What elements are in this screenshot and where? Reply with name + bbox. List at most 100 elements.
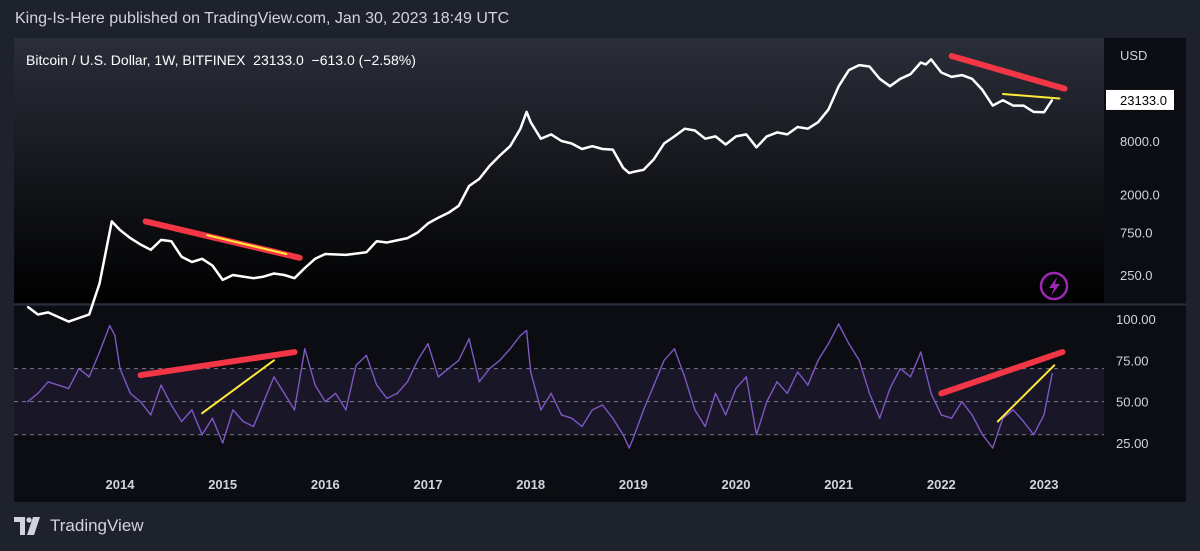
rsi-point <box>628 447 630 449</box>
price-point <box>365 251 368 254</box>
price-point <box>437 216 440 219</box>
lightning-icon[interactable] <box>1039 271 1069 301</box>
axis-labels-layer: USD 250.0 750.0 2000.0 8000.0 23133.0 100.00 75… <box>106 48 1174 492</box>
price-point <box>509 145 511 147</box>
price-point <box>293 277 296 280</box>
price-point <box>345 254 347 256</box>
time-tick-label: 2021 <box>824 477 853 492</box>
rsi-point <box>776 381 778 383</box>
rsi-point <box>858 359 860 362</box>
time-tick-label: 2022 <box>927 477 956 492</box>
rsi-point <box>109 324 111 327</box>
price-point <box>427 222 429 225</box>
symbol-legend[interactable]: Bitcoin / U.S. Dollar, 1W, BITFINEX 2313… <box>26 52 416 68</box>
rsi-point <box>817 359 819 362</box>
rsi-point <box>540 409 542 411</box>
rsi-point <box>324 400 327 403</box>
price-point <box>406 237 409 239</box>
rsi-point <box>519 334 522 337</box>
rsi-divergence-line[interactable] <box>201 359 275 415</box>
rsi-point <box>37 392 39 395</box>
rsi-point <box>868 392 871 395</box>
price-point <box>26 305 29 308</box>
price-point <box>858 64 860 66</box>
rsi-point <box>314 384 316 386</box>
price-point <box>909 73 912 76</box>
rsi-point <box>26 400 29 403</box>
rsi-point <box>837 323 840 325</box>
price-point <box>591 145 594 147</box>
rsi-divergence-line[interactable] <box>137 349 298 379</box>
price-point <box>529 121 532 124</box>
price-divergence-line[interactable] <box>948 53 1068 92</box>
price-point <box>745 133 748 136</box>
price-point <box>242 275 244 278</box>
rsi-point <box>683 376 686 378</box>
tradingview-brand[interactable]: TradingView <box>14 516 144 536</box>
rsi-divergence-line[interactable] <box>996 364 1056 423</box>
tradingview-wordmark: TradingView <box>50 516 144 535</box>
rsi-point <box>458 359 460 362</box>
rsi-point <box>488 367 491 370</box>
time-tick-label: 2019 <box>619 477 648 492</box>
price-point <box>653 158 655 160</box>
price-tick-label: 250.0 <box>1120 268 1153 283</box>
rsi-point <box>735 387 737 390</box>
rsi-point <box>930 392 932 395</box>
price-point <box>375 240 378 242</box>
price-point <box>642 168 645 171</box>
rsi-point <box>304 348 306 350</box>
price-point <box>694 129 696 132</box>
rsi-point <box>478 381 481 383</box>
rsi-point <box>334 392 337 395</box>
time-tick-label: 2023 <box>1030 477 1059 492</box>
price-divergence-line[interactable] <box>206 234 288 256</box>
price-point <box>868 65 871 68</box>
rsi-point <box>961 400 963 403</box>
time-tick-label: 2015 <box>208 477 237 492</box>
price-point <box>550 133 552 136</box>
publisher-caption: King-Is-Here published on TradingView.co… <box>15 10 510 27</box>
price-point <box>221 279 224 281</box>
rsi-point <box>427 343 429 345</box>
time-tick-label: 2014 <box>106 477 136 492</box>
rsi-point <box>88 376 90 378</box>
rsi-point <box>170 404 173 406</box>
rsi-point <box>642 409 645 411</box>
price-point <box>416 231 419 234</box>
price-point <box>663 142 665 145</box>
price-tick-label: 750.0 <box>1120 226 1153 241</box>
price-point <box>796 126 799 128</box>
price-point <box>601 148 604 150</box>
rsi-point <box>560 414 563 416</box>
rsi-point <box>571 417 573 419</box>
rsi-point <box>673 348 676 350</box>
price-point <box>817 121 819 124</box>
price-point <box>119 229 121 231</box>
rsi-point <box>375 384 378 386</box>
rsi-point <box>355 364 357 366</box>
price-point <box>971 77 973 80</box>
chart-canvas[interactable]: USD 250.0 750.0 2000.0 8000.0 23133.0 100.00 75… <box>14 38 1186 502</box>
rsi-point <box>129 392 131 395</box>
rsi-point <box>796 371 799 373</box>
price-point <box>1022 104 1025 107</box>
price-point <box>37 313 39 316</box>
axis-background <box>1104 38 1186 502</box>
price-point <box>160 239 162 241</box>
price-point <box>622 167 624 169</box>
rsi-point <box>745 376 747 378</box>
price-point <box>525 111 528 113</box>
price-divergence-line[interactable] <box>1001 92 1061 100</box>
chart-panel[interactable]: USD 250.0 750.0 2000.0 8000.0 23133.0 100.00 75… <box>14 38 1186 502</box>
rsi-point <box>252 425 255 428</box>
rsi-divergence-line[interactable] <box>938 349 1066 397</box>
rsi-pane-background <box>14 306 1104 466</box>
rsi-tick-label: 100.00 <box>1116 312 1156 327</box>
rsi-point <box>601 404 604 406</box>
price-point <box>88 313 90 316</box>
price-point <box>899 77 902 80</box>
rsi-point <box>345 409 347 411</box>
rsi-point <box>632 437 635 439</box>
price-point <box>807 127 809 130</box>
